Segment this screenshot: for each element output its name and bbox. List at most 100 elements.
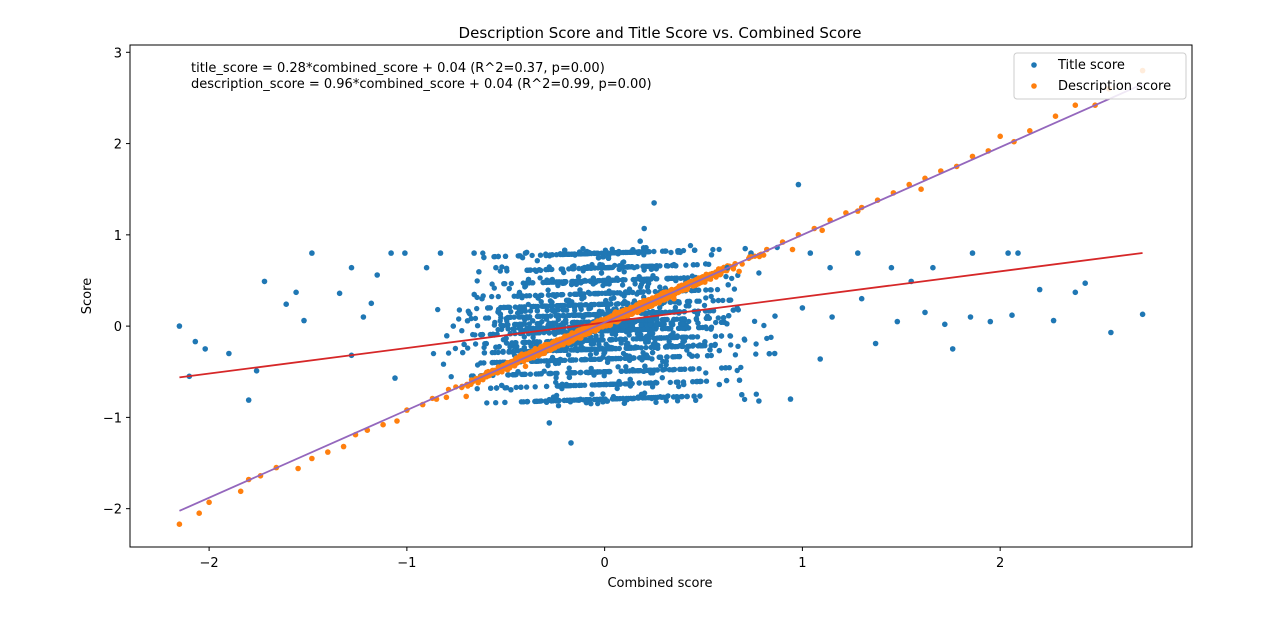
title-score-point — [465, 345, 471, 351]
title-score-point — [690, 379, 696, 385]
title-score-point — [495, 349, 501, 356]
title-score-point — [597, 356, 604, 362]
x-axis-label: Combined score — [607, 576, 712, 591]
title-score-point — [675, 379, 681, 385]
title-score-point — [593, 333, 599, 339]
title-score-point — [636, 380, 642, 386]
title-score-point — [582, 251, 588, 257]
title-score-point — [522, 250, 529, 256]
title-score-point — [603, 381, 610, 388]
title-score-point — [638, 322, 644, 328]
title-score-point — [620, 395, 626, 402]
title-score-point — [620, 350, 627, 357]
title-score-point — [617, 355, 624, 362]
title-score-point — [703, 287, 709, 293]
y-tick-label: 3 — [114, 46, 122, 61]
title-score-point — [456, 316, 462, 322]
title-score-point — [701, 302, 708, 309]
title-score-point — [548, 398, 554, 404]
title-score-point — [549, 252, 555, 258]
title-score-point — [708, 326, 714, 332]
title-score-point — [829, 314, 835, 320]
title-score-point — [513, 340, 519, 346]
title-score-point — [601, 311, 607, 317]
title-score-point — [593, 250, 599, 257]
title-score-point — [676, 383, 682, 390]
title-score-point — [738, 364, 744, 371]
title-score-point — [489, 293, 495, 300]
title-score-point — [969, 250, 976, 256]
title-score-point — [1005, 250, 1011, 256]
title-score-point — [489, 281, 495, 287]
title-score-point — [590, 301, 597, 308]
title-score-point — [619, 264, 625, 270]
x-tick-label: −1 — [397, 556, 416, 571]
title-score-point — [547, 313, 554, 319]
title-score-point — [667, 299, 673, 305]
title-score-point — [580, 245, 586, 252]
title-score-point — [570, 266, 577, 272]
title-score-point — [489, 359, 495, 366]
title-score-point — [764, 335, 770, 342]
title-score-point — [669, 344, 675, 350]
title-score-point — [716, 347, 722, 354]
description-score-point — [512, 363, 518, 369]
title-score-point — [562, 329, 569, 335]
title-score-point — [639, 355, 645, 361]
title-score-point — [607, 336, 613, 343]
title-score-point — [643, 245, 649, 251]
title-score-point — [546, 330, 552, 336]
title-score-point — [626, 368, 633, 374]
title-score-point — [566, 365, 572, 371]
title-score-point — [491, 322, 498, 328]
title-score-point — [461, 341, 467, 348]
title-score-point — [725, 282, 731, 288]
title-score-point — [663, 394, 670, 400]
title-score-point — [730, 307, 737, 313]
title-score-point — [360, 314, 367, 320]
title-score-point — [679, 321, 686, 327]
title-score-point — [633, 336, 640, 342]
title-score-point — [637, 284, 644, 290]
title-score-point — [716, 246, 722, 253]
title-score-point — [649, 356, 655, 362]
title-score-point — [587, 312, 593, 318]
title-score-point — [474, 278, 480, 284]
title-score-point — [630, 276, 636, 283]
title-score-point — [470, 331, 476, 338]
title-score-point — [668, 249, 674, 256]
title-score-point — [677, 249, 683, 256]
title-score-point — [560, 306, 566, 312]
title-score-point — [525, 301, 531, 308]
title-score-point — [609, 396, 616, 402]
title-score-point — [508, 387, 514, 393]
title-score-point — [392, 375, 398, 381]
title-score-point — [768, 334, 774, 340]
title-score-point — [552, 370, 558, 377]
title-score-point — [559, 381, 565, 387]
title-score-point — [614, 277, 620, 283]
title-score-point — [529, 252, 535, 259]
title-score-point — [691, 247, 698, 253]
description-score-point — [633, 309, 639, 315]
title-score-point — [613, 355, 619, 362]
title-score-point — [511, 314, 517, 320]
y-tick-label: 0 — [114, 320, 122, 335]
title-score-point — [516, 305, 522, 311]
title-score-point — [501, 281, 507, 287]
title-score-point — [691, 393, 697, 399]
title-score-point — [558, 266, 564, 272]
description-score-point — [526, 350, 532, 356]
title-score-point — [430, 350, 437, 357]
title-score-point — [545, 287, 551, 293]
title-score-point — [649, 330, 656, 336]
title-score-point — [646, 380, 652, 386]
title-score-point — [582, 346, 588, 353]
title-score-point — [622, 249, 628, 256]
x-tick-label: 0 — [600, 556, 608, 571]
title-score-point — [606, 368, 612, 375]
plot-area — [129, 44, 1193, 548]
title-score-point — [651, 248, 657, 255]
title-score-point — [1009, 312, 1015, 319]
